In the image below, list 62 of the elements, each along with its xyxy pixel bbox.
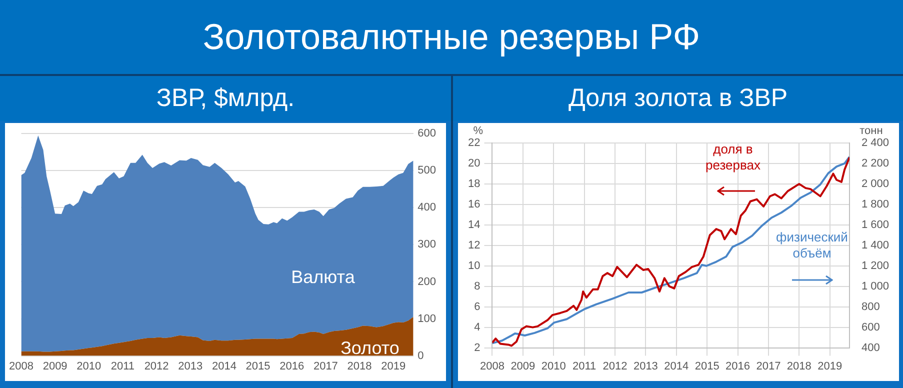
y-tick-label: 22: [468, 137, 480, 150]
x-tick-label: 2019: [381, 360, 406, 372]
x-tick-label: 2009: [510, 360, 536, 372]
x-tick-label: 2014: [212, 360, 236, 372]
x-tick-label: 2012: [602, 360, 628, 372]
x-tick-label: 2013: [633, 360, 658, 372]
x-tick-label: 2015: [246, 360, 270, 372]
x-tick-label: 2016: [726, 360, 750, 372]
x-tick-label: 2010: [76, 360, 102, 372]
y2-axis-title: тонн: [860, 125, 883, 138]
y-tick-label: 0: [418, 350, 424, 362]
x-tick-label: 2010: [541, 360, 566, 372]
y-tick-label: 14: [468, 218, 480, 231]
x-tick-label: 2015: [694, 360, 720, 372]
x-tick-label: 2011: [110, 360, 135, 372]
y-tick-label: 200: [418, 276, 436, 288]
chart-title: Доля золота в ЗВР: [453, 76, 903, 121]
y-tick-label: 10: [468, 260, 480, 272]
x-tick-label: 2009: [42, 360, 68, 372]
y2-tick-label: 1 200: [861, 260, 890, 272]
x-tick-label: 2017: [756, 360, 781, 372]
y-tick-label: 18: [468, 178, 480, 190]
y-tick-label: 100: [418, 312, 436, 325]
x-tick-label: 2016: [280, 360, 304, 372]
x-tick-label: 2008: [480, 360, 504, 372]
chart-subtitle: ЗВР, $млрд.: [0, 76, 451, 121]
y-tick-label: 300: [418, 238, 436, 251]
series-label: доля в резервах: [706, 142, 761, 173]
y-tick-label: 500: [418, 164, 436, 177]
x-tick-label: 2011: [572, 360, 596, 372]
y-tick-label: 16: [468, 198, 480, 210]
y2-tick-label: 1 000: [861, 280, 890, 292]
series-label: Валюта: [291, 266, 356, 287]
x-tick-label: 2019: [818, 360, 842, 372]
y-tick-label: 6: [474, 300, 480, 313]
x-tick-label: 2013: [178, 360, 203, 372]
y2-tick-label: 800: [861, 300, 880, 313]
y-tick-label: 12: [468, 239, 480, 252]
x-tick-label: 2012: [144, 360, 169, 372]
y-tick-label: 600: [418, 128, 436, 140]
x-tick-label: 2008: [8, 360, 34, 372]
x-tick-label: 2018: [786, 360, 812, 372]
y2-tick-label: 1 400: [861, 239, 890, 252]
y2-tick-label: 1 600: [861, 218, 890, 231]
x-tick-label: 2018: [347, 360, 372, 372]
y-tick-label: 400: [418, 202, 436, 214]
y2-tick-label: 2 000: [861, 178, 890, 190]
series-label: физический объём: [776, 230, 848, 261]
chart-title: Золотовалютные резервы РФ: [0, 0, 903, 76]
y-tick-label: 4: [474, 321, 480, 334]
y-tick-label: 2: [474, 342, 480, 354]
y2-tick-label: 400: [861, 342, 880, 354]
series-label: Золото: [340, 338, 400, 358]
x-tick-label: 2014: [664, 360, 689, 372]
y2-tick-label: 1 800: [861, 198, 890, 210]
y-axis-title: %: [473, 125, 484, 138]
x-tick-label: 2017: [313, 360, 338, 372]
y-tick-label: 8: [474, 280, 480, 292]
y2-tick-label: 2 200: [861, 158, 890, 170]
y-tick-label: 20: [468, 158, 480, 170]
y2-tick-label: 600: [861, 321, 880, 334]
y2-tick-label: 2 400: [861, 137, 890, 150]
